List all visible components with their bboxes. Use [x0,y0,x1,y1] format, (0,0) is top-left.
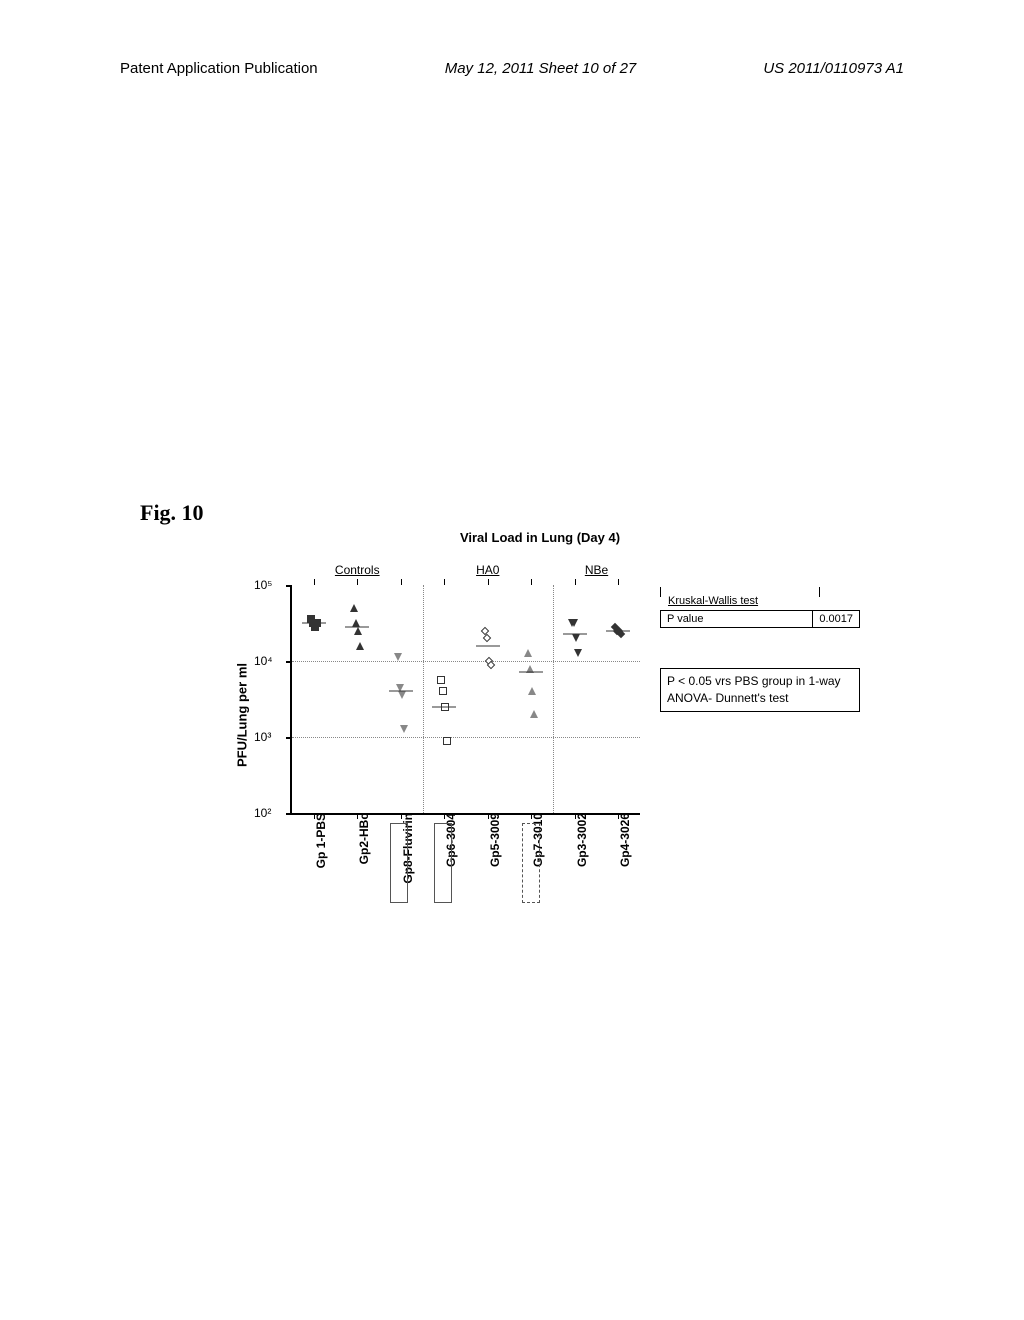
kruskal-table: P value 0.0017 [660,610,860,628]
data-point [528,687,536,695]
top-tick [575,579,576,585]
chart-area: Viral Load in Lung (Day 4) PFU/Lung per … [230,530,790,930]
header-left: Patent Application Publication [120,60,318,77]
header-right: US 2011/0110973 A1 [763,60,904,77]
data-point [574,649,582,657]
x-axis-label: Gp 1-PBS [314,813,328,868]
top-tick [488,579,489,585]
data-point [439,687,447,695]
x-axis-label: Gp5-3009 [488,813,502,867]
kruskal-p-label: P value [661,611,813,627]
mean-line [606,630,630,631]
page-header: Patent Application Publication May 12, 2… [0,60,1024,77]
x-axis-label: Gp4-3026 [618,813,632,867]
plot-container: PFU/Lung per ml 10²10³10⁴10⁵ControlsHA0N… [230,555,790,875]
label-highlight-box [522,823,540,903]
y-axis-label: PFU/Lung per ml [235,663,250,767]
data-point [398,691,406,699]
data-point [524,649,532,657]
y-tick-label: 10⁵ [254,578,272,592]
mean-line [345,626,369,627]
anova-note: P < 0.05 vrs PBS group in 1-way ANOVA- D… [660,668,860,712]
group-header: HA0 [476,563,499,577]
section-divider [423,585,424,813]
mean-line [519,672,543,673]
label-highlight-box [390,823,408,903]
y-tick [286,813,292,815]
mean-line [476,645,500,646]
data-point [356,642,364,650]
header-center: May 12, 2011 Sheet 10 of 27 [445,60,637,77]
data-point [354,627,362,635]
x-axis-label: Gp3-3002 [575,813,589,867]
top-tick [401,579,402,585]
y-tick-label: 10² [254,806,271,820]
plot-box: 10²10³10⁴10⁵ControlsHA0NBeGp 1-PBSGp2-HB… [290,585,640,815]
side-panel: Kruskal-Wallis test P value 0.0017 P < 0… [660,595,860,712]
kruskal-p-value: 0.0017 [813,611,859,627]
y-tick-label: 10⁴ [254,654,273,668]
y-tick-label: 10³ [254,730,271,744]
data-point [400,725,408,733]
data-point [437,676,445,684]
gridline [292,737,640,738]
chart-title: Viral Load in Lung (Day 4) [290,530,790,545]
top-tick [314,579,315,585]
label-highlight-box [434,823,452,903]
data-point [570,619,578,627]
top-tick [618,579,619,585]
y-tick [286,585,292,587]
figure-label: Fig. 10 [140,500,204,526]
mean-line [563,634,587,635]
data-point [350,604,358,612]
section-divider [553,585,554,813]
data-point [530,710,538,718]
top-tick [357,579,358,585]
top-tick [531,579,532,585]
mean-line [302,622,326,623]
gridline [292,661,640,662]
kruskal-label: Kruskal-Wallis test [668,595,860,607]
data-point [617,630,625,638]
data-point [572,634,580,642]
data-point [394,653,402,661]
data-point [483,634,491,642]
group-header: Controls [335,563,380,577]
group-header: NBe [585,563,608,577]
x-axis-label: Gp2-HBc [357,813,371,864]
top-tick [444,579,445,585]
data-point [443,737,451,745]
mean-line [389,691,413,692]
mean-line [432,706,456,707]
